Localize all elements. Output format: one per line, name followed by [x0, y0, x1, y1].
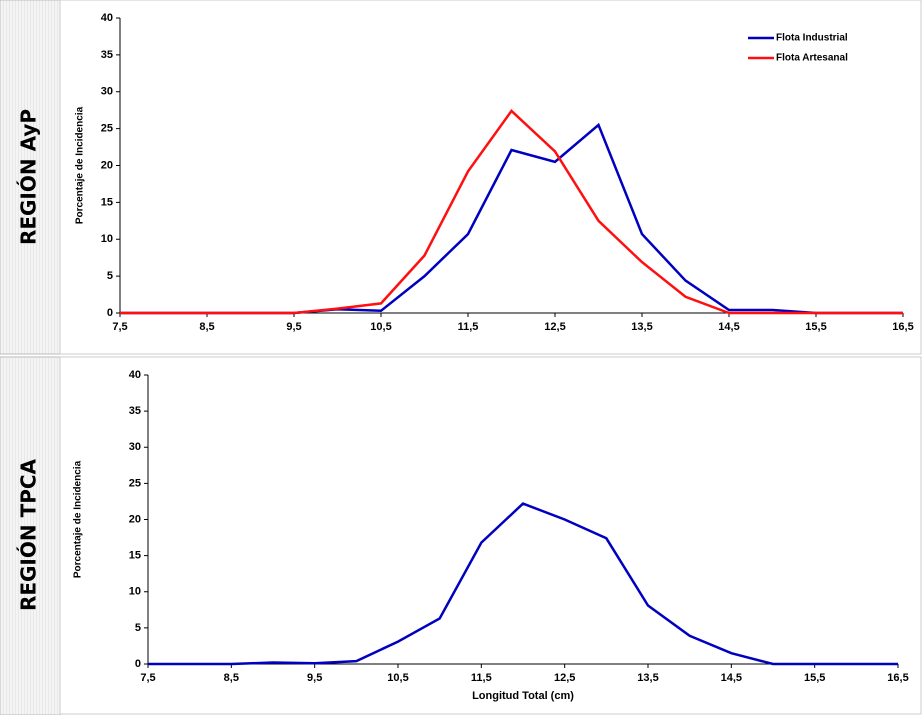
y-tick-label: 35 [101, 49, 113, 61]
region-label: REGIÓN TPCA [17, 458, 41, 611]
series-line [148, 502, 898, 666]
y-tick-label: 20 [101, 159, 113, 171]
chart-frame [59, 0, 922, 355]
y-tick-label: 35 [129, 405, 141, 417]
x-tick-label: 12,5 [544, 321, 565, 333]
x-tick-label: 9,5 [307, 672, 322, 684]
x-tick-label: 14,5 [721, 672, 742, 684]
y-tick-label: 30 [101, 86, 113, 98]
y-tick-label: 0 [135, 658, 141, 670]
x-tick-label: 14,5 [718, 321, 739, 333]
legend-label: Flota Artesanal [776, 53, 848, 64]
y-axis-label: Porcentaje de Incidencia [75, 106, 86, 224]
x-tick-label: 8,5 [224, 672, 239, 684]
y-tick-label: 25 [129, 477, 141, 489]
x-tick-label: 13,5 [637, 672, 658, 684]
y-tick-label: 0 [107, 307, 113, 319]
y-tick-label: 15 [101, 196, 113, 208]
x-tick-label: 10,5 [370, 321, 391, 333]
x-tick-label: 12,5 [554, 672, 575, 684]
x-tick-label: 11,5 [458, 321, 479, 333]
y-axis-label: Porcentaje de Incidencia [73, 460, 84, 578]
region-label: REGIÓN AyP [17, 109, 41, 245]
x-axis-label: Longitud Total (cm) [472, 690, 574, 702]
y-tick-label: 25 [101, 123, 113, 135]
x-tick-label: 15,5 [804, 672, 825, 684]
region-panel [0, 356, 61, 715]
x-tick-label: 16,5 [892, 321, 913, 333]
y-tick-label: 10 [101, 233, 113, 245]
y-tick-label: 40 [129, 369, 141, 381]
y-tick-label: 5 [107, 270, 113, 282]
y-tick-label: 40 [101, 12, 113, 24]
y-tick-label: 5 [135, 622, 141, 634]
x-tick-label: 8,5 [199, 321, 214, 333]
y-tick-label: 30 [129, 441, 141, 453]
x-tick-label: 7,5 [140, 672, 155, 684]
x-tick-label: 9,5 [286, 321, 301, 333]
x-tick-label: 15,5 [805, 321, 826, 333]
legend-label: Flota Industrial [776, 33, 848, 44]
x-tick-label: 13,5 [631, 321, 652, 333]
x-tick-label: 11,5 [471, 672, 492, 684]
y-tick-label: 15 [129, 550, 141, 562]
x-tick-label: 16,5 [887, 672, 908, 684]
x-tick-label: 10,5 [387, 672, 408, 684]
x-tick-label: 7,5 [112, 321, 127, 333]
series-line [120, 109, 903, 315]
region-panel [0, 0, 61, 355]
y-tick-label: 20 [129, 513, 141, 525]
y-tick-label: 10 [129, 586, 141, 598]
